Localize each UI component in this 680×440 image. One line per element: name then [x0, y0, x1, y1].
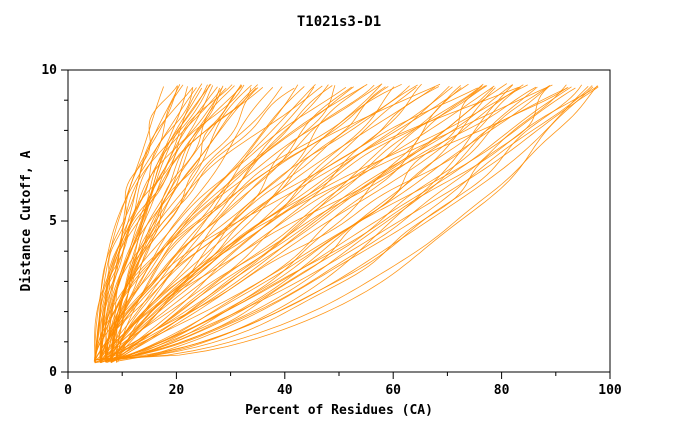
model-curve [94, 86, 549, 361]
model-curve [107, 85, 483, 361]
model-curve [101, 84, 245, 360]
model-curve [116, 85, 488, 361]
model-curve [100, 86, 218, 362]
model-curve [111, 84, 567, 359]
model-curve [100, 84, 375, 361]
axis-tick-labels-layer: 0 20 40 60 80 100 0 5 10 [41, 63, 622, 398]
model-curve [105, 83, 402, 363]
x-tick-label: 60 [385, 383, 401, 398]
axis-ticks-layer [61, 69, 611, 379]
model-curve [101, 87, 568, 361]
y-axis-label: Distance Cutoff, A [19, 150, 34, 291]
model-curve [105, 86, 594, 360]
model-curve [116, 84, 418, 360]
model-curve [99, 87, 576, 361]
x-axis-label: Percent of Residues (CA) [245, 403, 433, 418]
model-curve [110, 85, 495, 360]
model-curve [110, 84, 368, 363]
model-curve [110, 84, 524, 363]
model-curve [100, 85, 323, 360]
model-curve [105, 85, 235, 360]
model-curve [100, 87, 569, 361]
model-curve [116, 85, 593, 362]
model-curve [99, 87, 227, 362]
x-tick-label: 0 [64, 383, 72, 398]
model-curve [106, 87, 257, 360]
chart-title: T1021s3-D1 [297, 14, 381, 30]
model-curve [100, 84, 514, 361]
model-curve [95, 84, 299, 361]
model-curve [94, 84, 382, 362]
model-curve [111, 85, 461, 363]
model-curve [94, 86, 354, 362]
model-curve [99, 86, 439, 363]
model-curve [94, 86, 194, 362]
model-curve [105, 83, 212, 360]
model-curve [101, 88, 193, 363]
model-curve [93, 86, 519, 362]
model-curve [95, 84, 329, 360]
model-curve [104, 86, 283, 359]
model-curve [105, 84, 242, 362]
model-curve [105, 85, 598, 360]
model-curve [100, 86, 389, 361]
model-curve [106, 84, 528, 362]
model-curve [100, 86, 537, 363]
model-curve [105, 86, 453, 363]
model-curve [110, 86, 436, 359]
x-tick-label: 100 [598, 383, 622, 398]
model-curve [94, 86, 599, 364]
model-curve [105, 86, 572, 362]
model-curve [116, 85, 550, 360]
y-tick-label: 10 [41, 63, 57, 78]
x-tick-label: 80 [494, 383, 510, 398]
x-tick-label: 40 [277, 383, 293, 398]
model-curve [100, 86, 347, 360]
model-curve [111, 84, 553, 360]
model-curve [94, 87, 197, 359]
model-curve [116, 84, 316, 362]
x-tick-label: 20 [169, 383, 185, 398]
model-curve [110, 85, 599, 362]
model-curve [95, 85, 410, 360]
model-curve [100, 87, 494, 360]
model-curve [100, 86, 589, 362]
model-curves-layer [93, 83, 599, 364]
model-curve [115, 86, 243, 359]
model-curve [117, 84, 513, 360]
y-tick-label: 0 [49, 365, 57, 380]
y-tick-label: 5 [49, 214, 57, 229]
model-curve [99, 86, 264, 360]
model-curve [105, 83, 422, 361]
model-curve [99, 87, 478, 363]
model-curve [94, 84, 211, 363]
model-curve [116, 83, 484, 360]
model-curve [95, 83, 441, 362]
